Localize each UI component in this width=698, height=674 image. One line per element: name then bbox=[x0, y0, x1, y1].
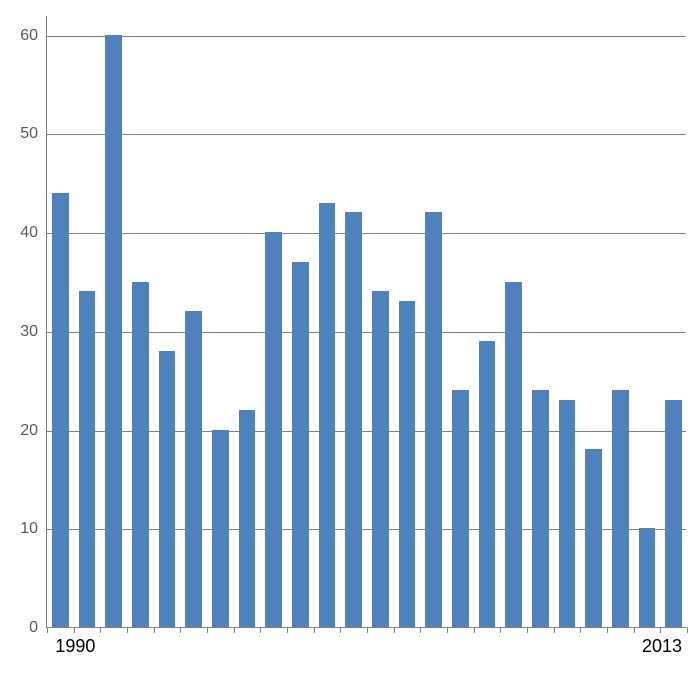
bar bbox=[425, 212, 442, 627]
bar bbox=[585, 449, 602, 627]
bar bbox=[132, 282, 149, 627]
x-tick bbox=[447, 627, 448, 633]
x-tick bbox=[287, 627, 288, 633]
y-axis-label: 40 bbox=[8, 224, 38, 242]
x-tick bbox=[607, 627, 608, 633]
bar bbox=[479, 341, 496, 627]
x-tick bbox=[180, 627, 181, 633]
x-tick bbox=[660, 627, 661, 633]
y-axis-label: 20 bbox=[8, 422, 38, 440]
bar bbox=[212, 430, 229, 627]
bar bbox=[319, 203, 336, 627]
gridline bbox=[47, 233, 686, 234]
x-tick bbox=[260, 627, 261, 633]
bar bbox=[452, 390, 469, 627]
bar bbox=[505, 282, 522, 627]
x-tick bbox=[687, 627, 688, 633]
bar bbox=[159, 351, 176, 627]
x-tick bbox=[74, 627, 75, 633]
x-tick bbox=[154, 627, 155, 633]
y-axis-label: 60 bbox=[8, 27, 38, 45]
chart-container: 0 10 20 30 40 50 60 1990 2013 bbox=[0, 0, 698, 674]
bar bbox=[52, 193, 69, 627]
bar bbox=[79, 291, 96, 627]
bar bbox=[292, 262, 309, 627]
x-tick bbox=[47, 627, 48, 633]
bar bbox=[665, 400, 682, 627]
x-tick bbox=[207, 627, 208, 633]
x-tick bbox=[127, 627, 128, 633]
bar bbox=[185, 311, 202, 627]
bar bbox=[105, 35, 122, 627]
bar bbox=[612, 390, 629, 627]
x-axis-label: 2013 bbox=[642, 636, 682, 657]
x-tick bbox=[367, 627, 368, 633]
bar bbox=[239, 410, 256, 627]
x-tick bbox=[340, 627, 341, 633]
x-tick bbox=[580, 627, 581, 633]
bar bbox=[639, 528, 656, 627]
bar bbox=[399, 301, 416, 627]
plot-area bbox=[46, 16, 686, 628]
x-tick bbox=[420, 627, 421, 633]
y-axis-label: 30 bbox=[8, 323, 38, 341]
x-axis-label: 1990 bbox=[55, 636, 95, 657]
x-tick bbox=[314, 627, 315, 633]
gridline bbox=[47, 134, 686, 135]
bar bbox=[372, 291, 389, 627]
x-tick bbox=[474, 627, 475, 633]
bar bbox=[265, 232, 282, 627]
gridline bbox=[47, 36, 686, 37]
bar bbox=[345, 212, 362, 627]
y-axis-label: 0 bbox=[8, 619, 38, 637]
x-tick bbox=[500, 627, 501, 633]
x-tick bbox=[100, 627, 101, 633]
x-tick bbox=[234, 627, 235, 633]
x-tick bbox=[527, 627, 528, 633]
bar bbox=[532, 390, 549, 627]
x-tick bbox=[394, 627, 395, 633]
x-tick bbox=[554, 627, 555, 633]
y-axis-label: 10 bbox=[8, 520, 38, 538]
bar bbox=[559, 400, 576, 627]
y-axis-label: 50 bbox=[8, 125, 38, 143]
x-tick bbox=[634, 627, 635, 633]
